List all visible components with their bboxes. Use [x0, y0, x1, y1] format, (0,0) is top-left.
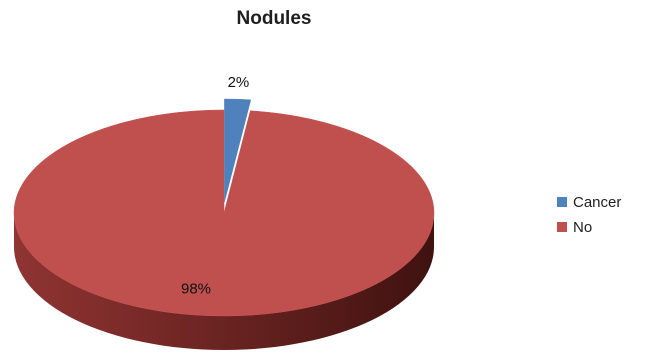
data-label-cancer: 2% [228, 74, 250, 91]
legend-label-cancer: Cancer [573, 194, 621, 211]
chart-title: Nodules [236, 8, 312, 29]
legend-label-no: No [573, 219, 592, 236]
data-label-no: 98% [181, 280, 211, 297]
legend-swatch-cancer [557, 197, 567, 207]
legend-swatch-no [557, 222, 567, 232]
pie-slice-side-no [14, 213, 434, 350]
pie-slice-no [13, 109, 435, 317]
pie-slice-cancer [224, 98, 252, 203]
